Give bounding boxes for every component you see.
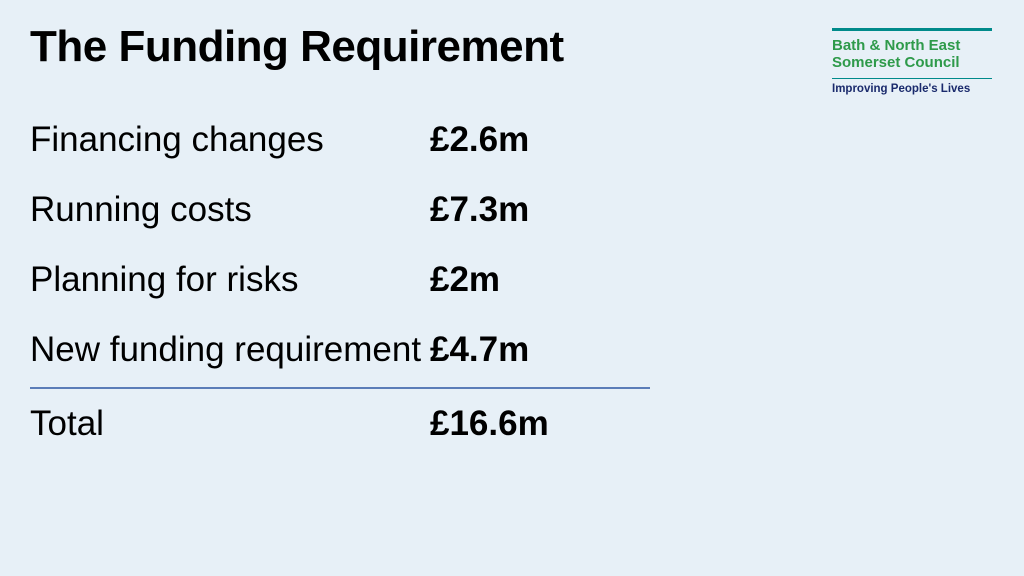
logo-bar-top bbox=[832, 28, 992, 31]
row-label: Planning for risks bbox=[30, 260, 430, 300]
row-value: £2.6m bbox=[430, 120, 529, 160]
table-row: Running costs £7.3m bbox=[30, 175, 650, 245]
total-value: £16.6m bbox=[430, 404, 549, 444]
logo-name-line2: Somerset Council bbox=[832, 54, 992, 71]
council-logo: Bath & North East Somerset Council Impro… bbox=[832, 28, 992, 95]
table-row: Planning for risks £2m bbox=[30, 245, 650, 315]
logo-name-line1: Bath & North East bbox=[832, 37, 992, 54]
row-value: £2m bbox=[430, 260, 500, 300]
row-value: £4.7m bbox=[430, 330, 529, 370]
funding-table: Financing changes £2.6m Running costs £7… bbox=[30, 105, 650, 459]
logo-tagline: Improving People's Lives bbox=[832, 83, 992, 95]
total-row: Total £16.6m bbox=[30, 389, 650, 459]
row-label: Running costs bbox=[30, 190, 430, 230]
row-label: Financing changes bbox=[30, 120, 430, 160]
row-value: £7.3m bbox=[430, 190, 529, 230]
total-label: Total bbox=[30, 404, 430, 444]
table-row: Financing changes £2.6m bbox=[30, 105, 650, 175]
table-row: New funding requirement £4.7m bbox=[30, 315, 650, 385]
row-label: New funding requirement bbox=[30, 330, 430, 370]
slide-title: The Funding Requirement bbox=[30, 22, 564, 72]
logo-bar-mid bbox=[832, 78, 992, 79]
